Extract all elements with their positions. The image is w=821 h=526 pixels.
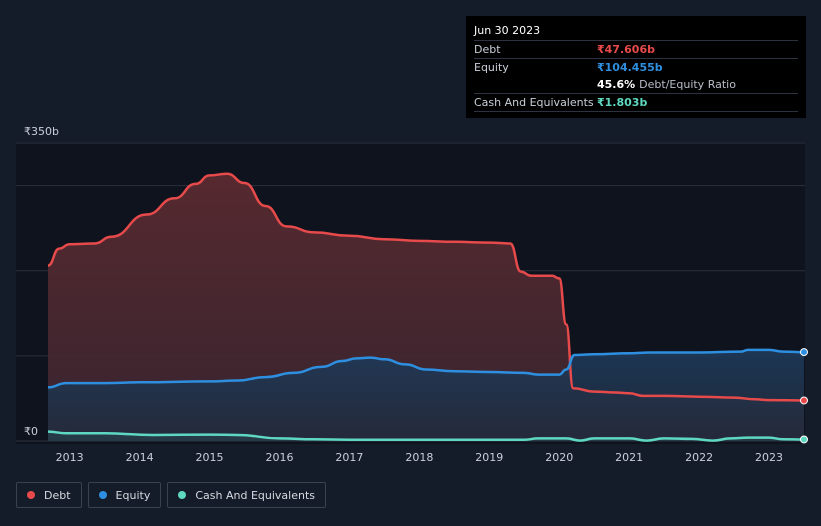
series-lines (47, 172, 805, 442)
tooltip-row-debt: Debt ₹47.606b (474, 40, 798, 58)
tooltip-cash-label: Cash And Equivalents (474, 96, 594, 109)
debt-line (47, 172, 805, 402)
equity-area (48, 349, 804, 441)
x-tick-label: 2014 (126, 451, 154, 464)
tooltip-debt-value: ₹47.606b (597, 43, 655, 56)
equity-endpoint (800, 348, 808, 357)
legend-item-equity[interactable]: Equity (87, 482, 162, 508)
x-tick-label: 2019 (475, 451, 503, 464)
tooltip-cash-value: ₹1.803b (597, 96, 648, 109)
debt-dot-icon (27, 491, 35, 499)
tooltip-bottom-rule (474, 111, 798, 129)
tooltip-row-equity: Equity ₹104.455b (474, 58, 798, 76)
legend-equity-label: Equity (115, 488, 151, 502)
x-tick-label: 2017 (335, 451, 363, 464)
equity-dot-icon (98, 491, 107, 499)
series-endpoints (800, 348, 808, 444)
y-axis-bottom-label: ₹0 (24, 425, 38, 438)
tooltip-equity-label: Equity (474, 61, 509, 74)
debt-endpoint (800, 396, 808, 405)
tooltip-panel: Jun 30 2023 Debt ₹47.606b Equity ₹104.45… (466, 16, 806, 118)
tooltip-equity-value: ₹104.455b (597, 61, 663, 74)
x-tick-label: 2022 (685, 451, 713, 464)
x-tick-label: 2020 (545, 451, 573, 464)
legend-cash-label: Cash And Equivalents (195, 488, 315, 502)
x-tick-label: 2018 (405, 451, 433, 464)
equity-line (47, 348, 805, 389)
x-tick-label: 2013 (56, 451, 84, 464)
x-axis-ticks: 2013 2014 2015 2016 2017 2018 2019 2020 2021 2022… (56, 451, 783, 464)
x-tick-label: 2023 (755, 451, 783, 464)
x-tick-label: 2015 (196, 451, 224, 464)
y-axis-top-label: ₹350b (24, 125, 59, 138)
debt-area (48, 173, 804, 441)
cash-and-equivalents-endpoint (800, 435, 808, 444)
tooltip-ratio-label: Debt/Equity Ratio (639, 78, 736, 91)
legend-item-debt[interactable]: Debt (16, 482, 82, 508)
legend-item-cash[interactable]: Cash And Equivalents (167, 482, 326, 508)
chart-legend: Debt Equity Cash And Equivalents (16, 482, 326, 508)
tooltip-date: Jun 30 2023 (474, 24, 541, 37)
tooltip-debt-label: Debt (474, 43, 501, 56)
tooltip-row-ratio: 45.6% Debt/Equity Ratio (474, 76, 798, 93)
x-tick-label: 2016 (265, 451, 293, 464)
tooltip-ratio-value: 45.6% (597, 78, 636, 91)
legend-debt-label: Debt (44, 488, 71, 502)
x-tick-label: 2021 (615, 451, 643, 464)
cash-dot-icon (178, 491, 187, 499)
cash-and-equivalents-line (47, 430, 805, 442)
tooltip-row-cash: Cash And Equivalents ₹1.803b (474, 93, 798, 111)
